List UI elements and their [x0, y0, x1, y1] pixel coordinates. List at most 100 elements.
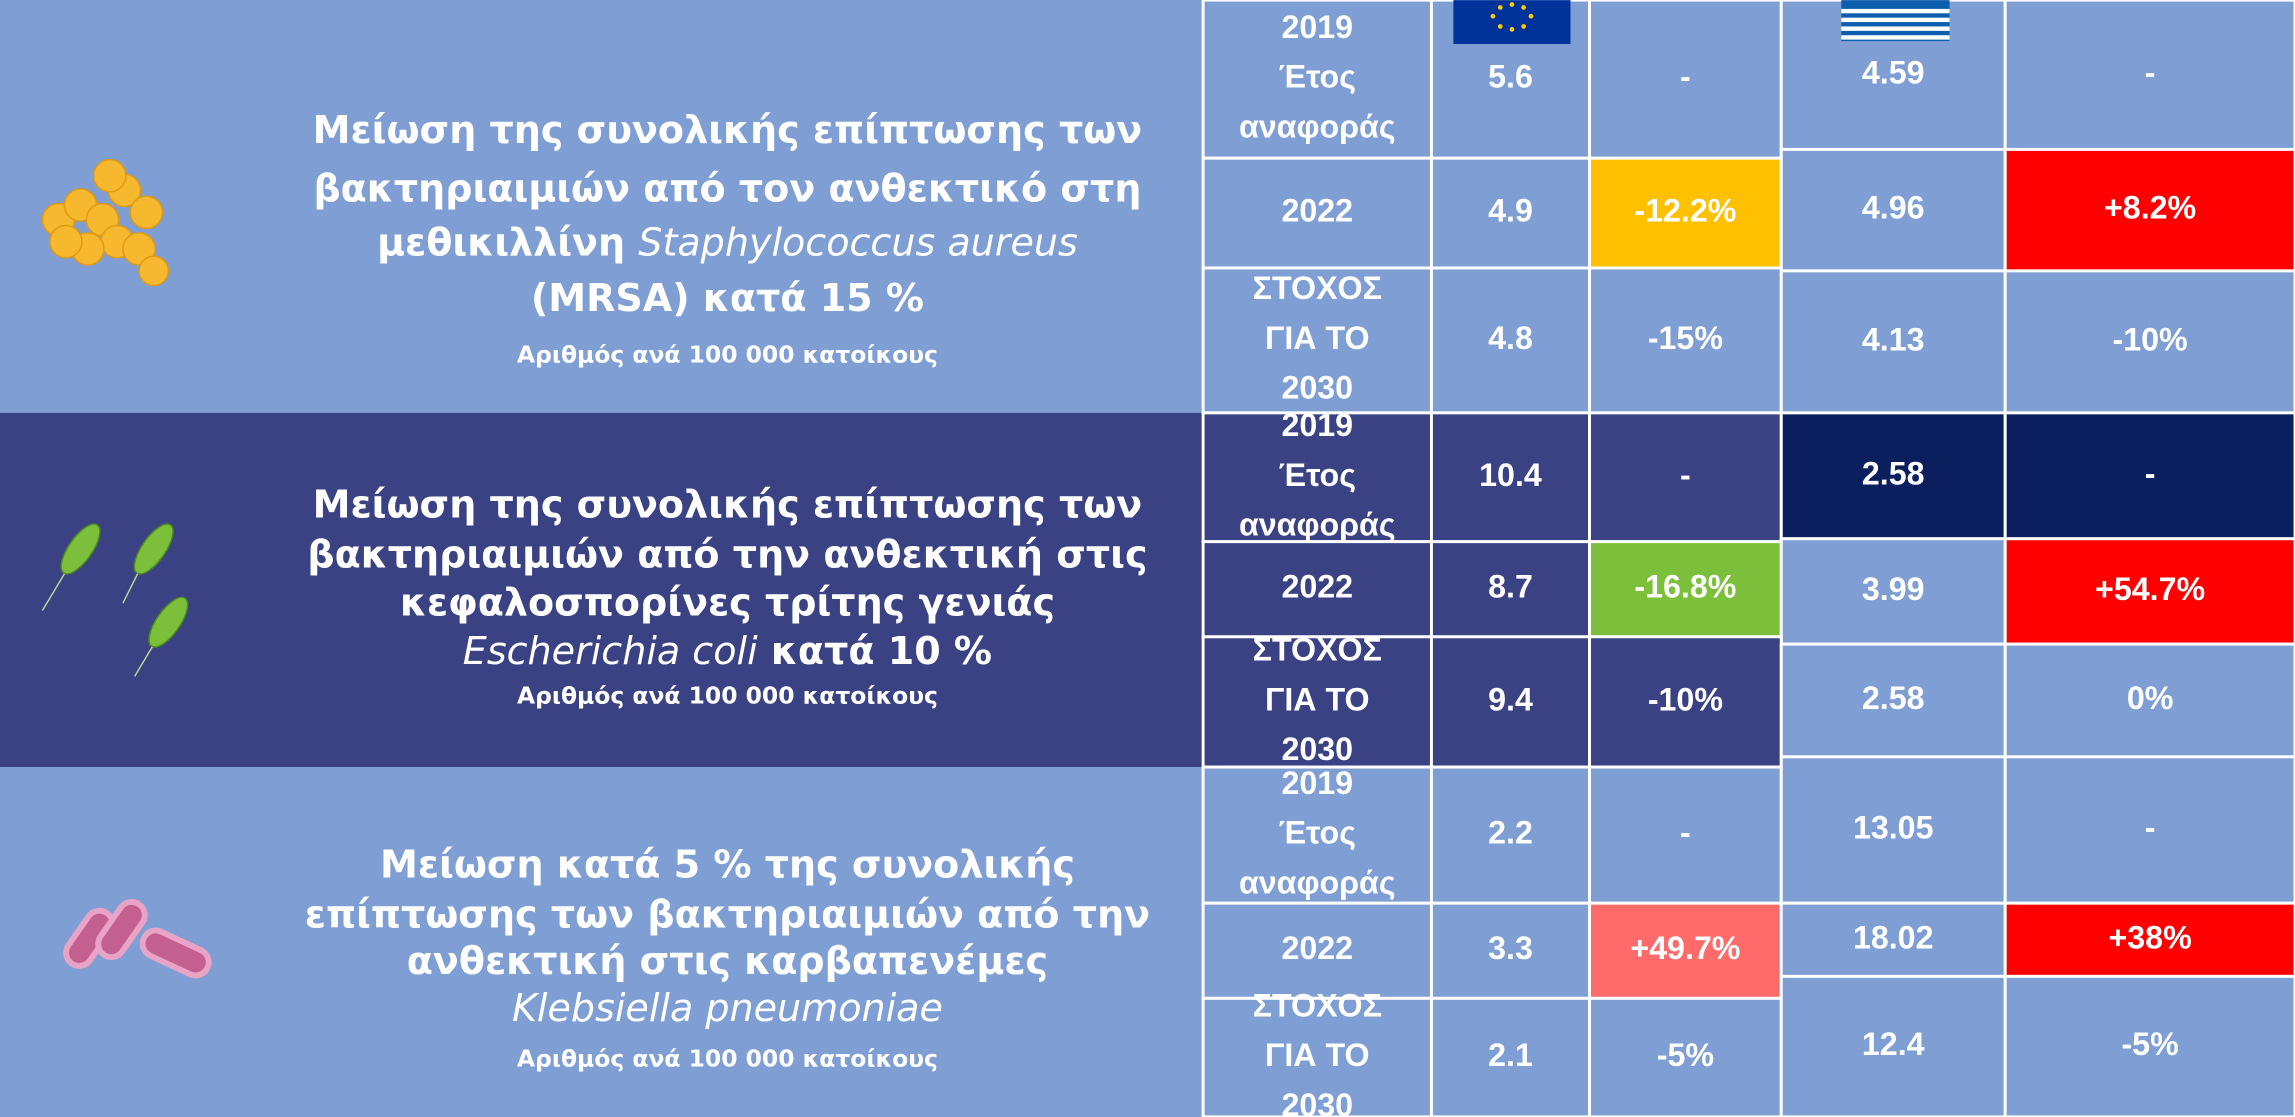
cell-value: +8.2%	[2104, 190, 2196, 226]
table-cell	[2003, 537, 2295, 646]
row-label: 2022	[1281, 193, 1353, 229]
cell-value: -5%	[1657, 1037, 1714, 1073]
table-cell	[2003, 0, 2295, 151]
section-subtitle: Αριθμός ανά 100 000 κατοίκους	[517, 1044, 938, 1072]
row-label: 2022	[1281, 930, 1353, 966]
cell-value: +54.7%	[2095, 571, 2205, 607]
cell-value: 13.05	[1853, 810, 1934, 846]
row-label: αναφοράς	[1239, 864, 1396, 900]
cell-value: -	[1680, 59, 1691, 95]
table-cell	[1429, 266, 1591, 415]
table-cell	[1201, 540, 1433, 639]
table-cell	[1779, 537, 2007, 646]
cell-value: 10.4	[1479, 457, 1542, 493]
cell-value: -	[2145, 455, 2156, 491]
row-label: Έτος	[1279, 59, 1356, 95]
row-label: 2030	[1281, 370, 1353, 406]
cell-value: 2.2	[1488, 815, 1533, 851]
table-cell	[1588, 540, 1783, 639]
title-text: μεθικιλλίνη	[377, 220, 638, 264]
cell-value: -12.2%	[1634, 193, 1736, 229]
title-text: επίπτωσης των βακτηριαιμιών από την	[305, 892, 1150, 936]
table-cell	[1201, 635, 1433, 769]
table-cell	[1779, 901, 2007, 978]
ecoli-icon	[41, 523, 189, 677]
section-title: κεφαλοσπορίνες τρίτης γενιάς	[400, 580, 1055, 624]
species-name: Klebsiella pneumoniae	[512, 986, 943, 1030]
section-title: βακτηριαιμιών από την ανθεκτική στις	[307, 532, 1147, 576]
row-label: ΓΙΑ ΤΟ	[1265, 1037, 1370, 1073]
title-text: (MRSA) κατά 15 %	[531, 276, 924, 320]
cell-value: 2.58	[1862, 680, 1925, 716]
title-text: βακτηριαιμιών από την ανθεκτική στις	[307, 532, 1147, 576]
greek-flag	[1841, 0, 1950, 42]
cell-value: -10%	[1648, 681, 1723, 717]
table-cell	[2003, 147, 2295, 273]
section-title: μεθικιλλίνη Staphylococcus aureus	[377, 220, 1078, 264]
cell-value: 0%	[2127, 680, 2174, 716]
cell-value: 2.58	[1862, 455, 1925, 491]
cell-value: 9.4	[1488, 681, 1533, 717]
table-cell	[1429, 765, 1591, 905]
klebsiella-icon	[63, 899, 212, 979]
table-cell	[1201, 0, 1433, 160]
table-cell	[1588, 266, 1783, 415]
cell-value: 8.7	[1488, 569, 1533, 605]
cell-value: -	[1680, 815, 1691, 851]
table-cell	[1429, 411, 1591, 544]
table-cell	[1201, 996, 1433, 1117]
title-text: Μείωση κατά 5 % της συνολικής	[380, 842, 1075, 886]
table-cell	[1588, 0, 1783, 160]
cell-value: -	[2145, 810, 2156, 846]
section-title: βακτηριαιμιών από τον ανθεκτικό στη	[313, 166, 1141, 210]
cell-value: 4.8	[1488, 320, 1533, 356]
title-text: ανθεκτική στις καρβαπενέμες	[407, 939, 1048, 983]
table-cell	[1429, 901, 1591, 1000]
section-title: (MRSA) κατά 15 %	[531, 276, 924, 320]
table-cell	[1201, 156, 1433, 270]
cell-value: 12.4	[1862, 1026, 1925, 1062]
cell-value: 4.96	[1862, 190, 1925, 226]
section-title: Klebsiella pneumoniae	[512, 986, 943, 1030]
row-label: 2019	[1281, 9, 1353, 45]
table-cell	[1588, 996, 1783, 1117]
table-cell	[1429, 996, 1591, 1117]
row-label: Έτος	[1279, 815, 1356, 851]
table-cell	[1779, 147, 2007, 273]
cell-value: -15%	[1648, 320, 1723, 356]
cell-value: -5%	[2121, 1026, 2178, 1062]
row-label: αναφοράς	[1239, 507, 1396, 543]
species-name: Escherichia coli	[463, 628, 758, 672]
section-subtitle: Αριθμός ανά 100 000 κατοίκους	[517, 681, 938, 709]
row-label: 2030	[1281, 731, 1353, 767]
icons	[41, 0, 1950, 979]
table-cell	[2003, 974, 2295, 1117]
section-title: Μείωση κατά 5 % της συνολικής	[380, 842, 1075, 886]
table-cell	[2003, 901, 2295, 978]
cell-value: +38%	[2108, 919, 2191, 955]
cell-value: 3.3	[1488, 930, 1533, 966]
row-label: Έτος	[1279, 457, 1356, 493]
cell-value: 3.99	[1862, 571, 1925, 607]
table-cell	[1429, 156, 1591, 270]
section-title: επίπτωσης των βακτηριαιμιών από την	[305, 892, 1150, 936]
section-title: ανθεκτική στις καρβαπενέμες	[407, 939, 1048, 983]
row-label: ΓΙΑ ΤΟ	[1265, 681, 1370, 717]
table-cell	[1201, 411, 1433, 544]
table-cell	[1779, 411, 2007, 541]
row-label: ΣΤΟΧΟΣ	[1253, 987, 1382, 1023]
row-label: ΓΙΑ ΤΟ	[1265, 320, 1370, 356]
cell-value: 4.13	[1862, 321, 1925, 357]
table-cell	[1779, 269, 2007, 415]
species-name: Staphylococcus aureus	[638, 220, 1078, 264]
title-text: Μείωση της συνολικής επίπτωσης των	[313, 107, 1143, 151]
section-title: Escherichia coli κατά 10 %	[463, 628, 992, 672]
section-title: Μείωση της συνολικής επίπτωσης των	[313, 482, 1143, 526]
title-text: κατά 10 %	[758, 628, 992, 672]
title-text: βακτηριαιμιών από τον ανθεκτικό στη	[313, 166, 1141, 210]
cell-value: 4.9	[1488, 193, 1533, 229]
row-label: 2019	[1281, 765, 1353, 801]
cell-value: -16.8%	[1634, 569, 1736, 605]
